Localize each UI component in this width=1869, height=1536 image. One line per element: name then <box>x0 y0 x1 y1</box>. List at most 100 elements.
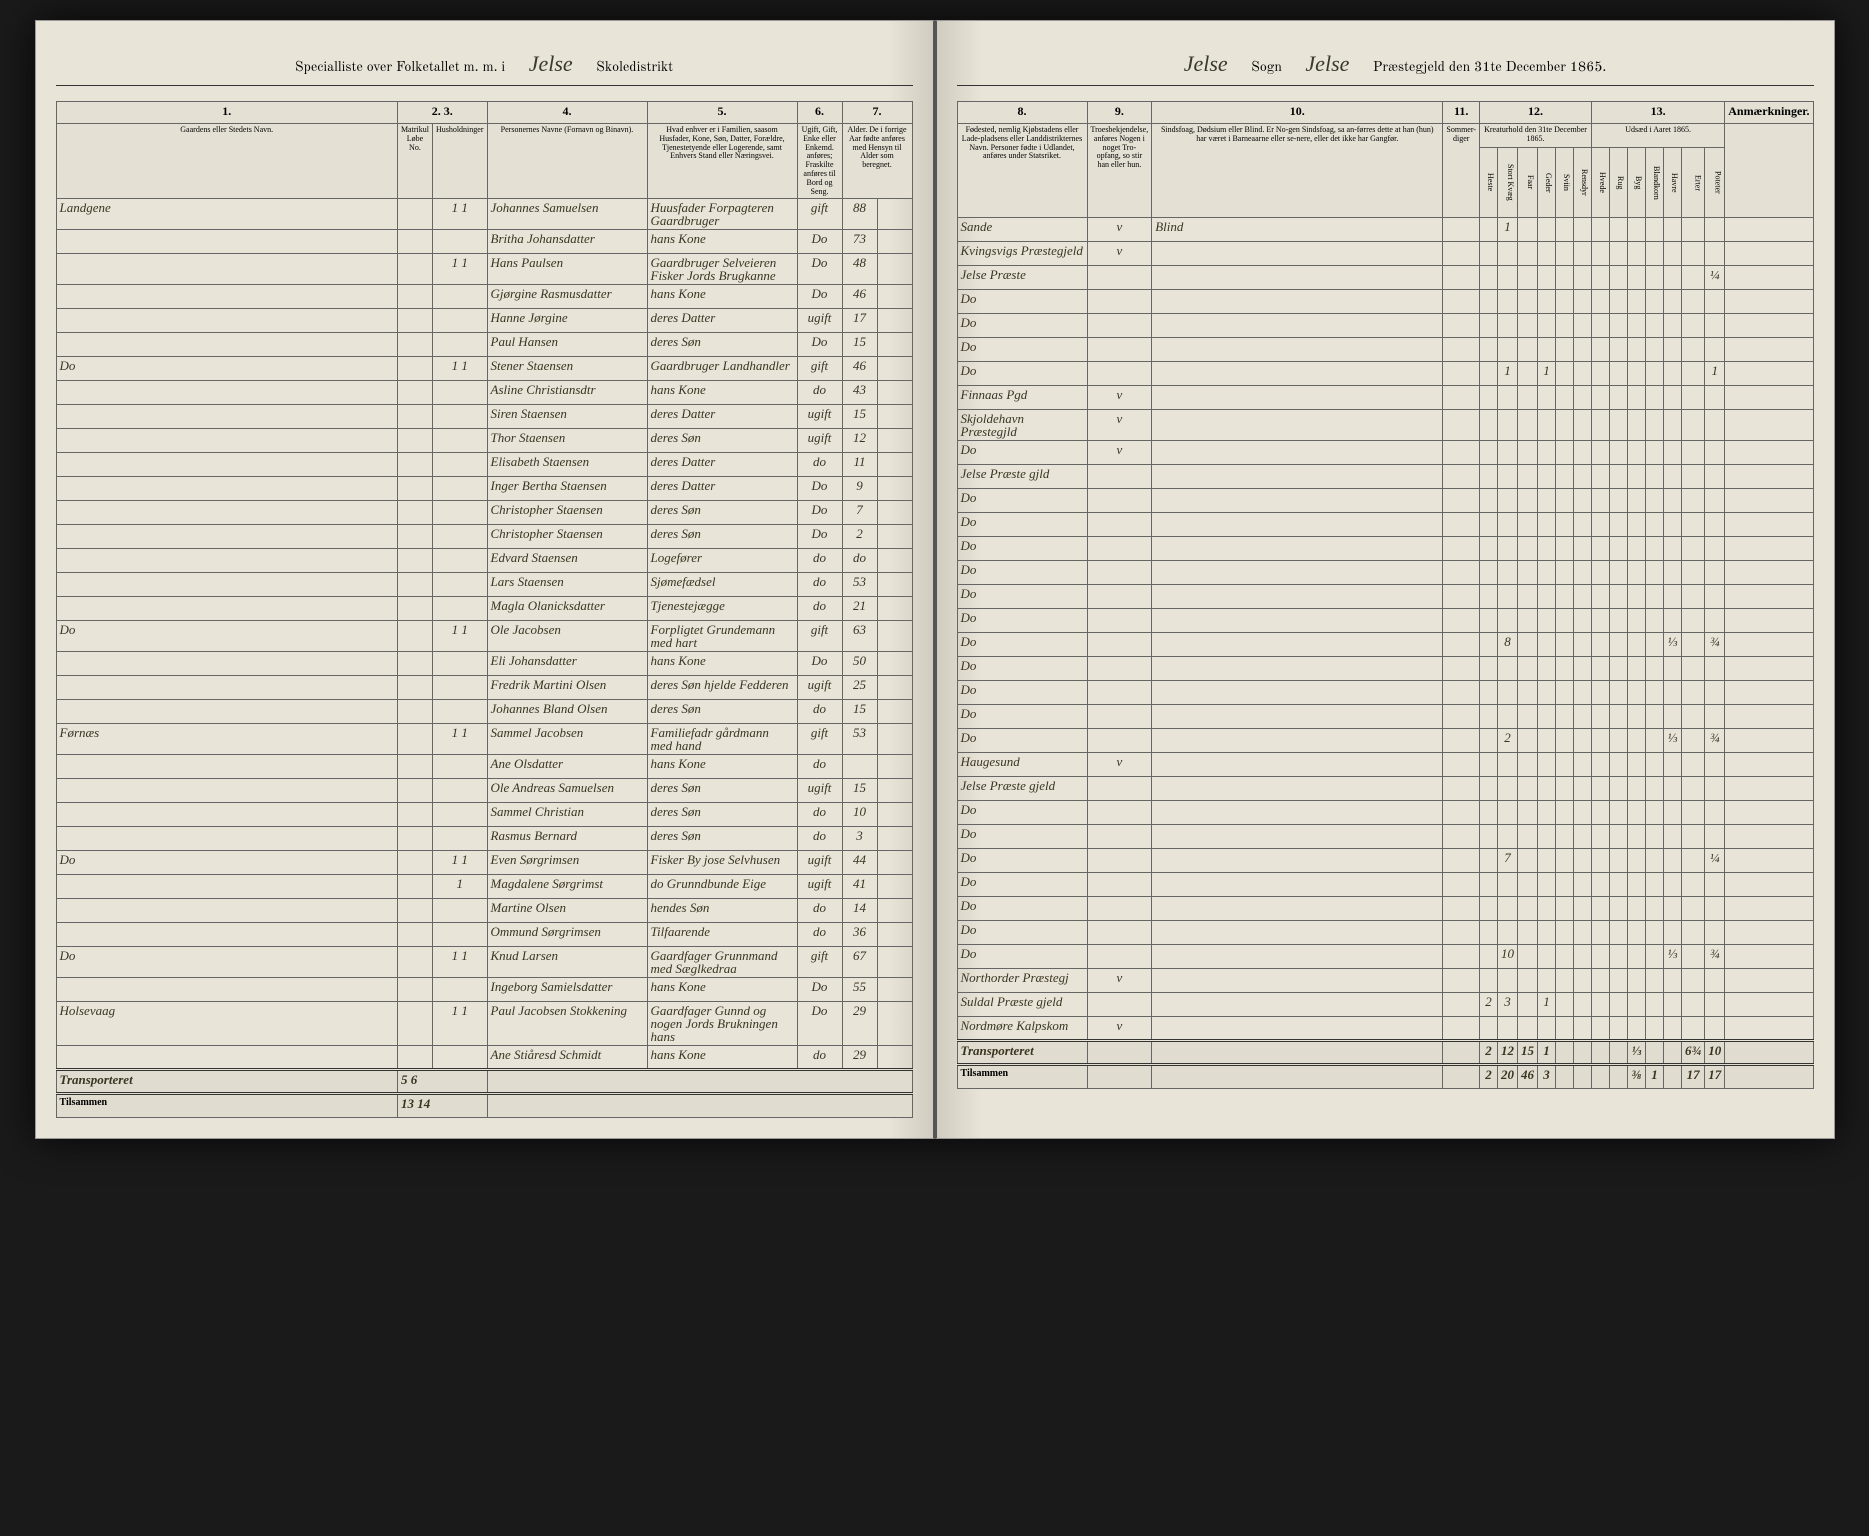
livestock-cell <box>1538 609 1556 633</box>
seed-cell <box>1610 825 1628 849</box>
remark-cell <box>1725 633 1813 657</box>
status-cell: do <box>797 573 842 597</box>
infirm-cell <box>1152 705 1443 729</box>
role-cell: Gaardfager Grunnmand med Sæglkedraa <box>647 947 797 978</box>
livestock-cell: 2 <box>1480 993 1498 1017</box>
seed-cell <box>1592 489 1610 513</box>
faith-cell: v <box>1087 410 1152 441</box>
birthplace-cell: Nordmøre Kalpskom <box>957 1017 1087 1041</box>
age-f <box>877 230 912 254</box>
seed-cell <box>1682 386 1705 410</box>
faith-cell <box>1087 657 1152 681</box>
seed-cell <box>1705 1017 1725 1041</box>
livestock-cell <box>1538 681 1556 705</box>
infirm-cell <box>1152 945 1443 969</box>
table-row: Førnæs1 1Sammel JacobsenFamiliefadr gård… <box>56 724 912 755</box>
infirm-cell <box>1152 513 1443 537</box>
status-cell: Do <box>797 254 842 285</box>
matr-cell <box>397 875 432 899</box>
matr-cell <box>397 405 432 429</box>
seed-cell <box>1592 362 1610 386</box>
seed-cell <box>1646 801 1664 825</box>
age-m: 50 <box>842 652 877 676</box>
seed-cell <box>1628 849 1646 873</box>
person-name: Lars Staensen <box>487 573 647 597</box>
status-cell: ugift <box>797 851 842 875</box>
household-cell <box>432 755 487 779</box>
table-row: Ole Andreas Samuelsenderes Sønugift15 <box>56 779 912 803</box>
household-cell: 1 1 <box>432 254 487 285</box>
footer-seed <box>1664 1065 1682 1089</box>
faith-cell <box>1087 825 1152 849</box>
seed-cell <box>1682 314 1705 338</box>
status-cell: Do <box>797 978 842 1002</box>
place-cell: Do <box>56 851 397 875</box>
person-name: Thor Staensen <box>487 429 647 453</box>
seed-cell <box>1705 585 1725 609</box>
place-cell <box>56 405 397 429</box>
seed-cell <box>1610 921 1628 945</box>
table-row: Kvingsvigs Præstegjeldv <box>957 242 1813 266</box>
status-cell: do <box>797 700 842 724</box>
seed-cell <box>1664 657 1682 681</box>
infirm-cell <box>1152 681 1443 705</box>
livestock-cell <box>1538 873 1556 897</box>
col-6-num: 6. <box>797 102 842 124</box>
livestock-cell <box>1538 945 1556 969</box>
matr-cell <box>397 724 432 755</box>
status-cell: gift <box>797 621 842 652</box>
remark-cell <box>1725 242 1813 266</box>
seed-cell <box>1628 609 1646 633</box>
footer-seed <box>1592 1065 1610 1089</box>
birthplace-cell: Do <box>957 362 1087 386</box>
status-cell: Do <box>797 477 842 501</box>
footer-livestock <box>1574 1041 1592 1065</box>
livestock-cell <box>1518 921 1538 945</box>
table-row: Edvard StaensenLogeførerdodo <box>56 549 912 573</box>
footer-seed <box>1610 1065 1628 1089</box>
seed-cell <box>1682 873 1705 897</box>
col-12-num: 12. <box>1480 102 1592 124</box>
household-cell <box>432 1046 487 1070</box>
livestock-cell <box>1538 969 1556 993</box>
seed-cell <box>1664 993 1682 1017</box>
age-m: 67 <box>842 947 877 978</box>
seed-cell <box>1610 1017 1628 1041</box>
faith-cell <box>1087 921 1152 945</box>
seed-cell <box>1610 801 1628 825</box>
household-cell <box>432 285 487 309</box>
livestock-cell <box>1538 410 1556 441</box>
table-row: Ane Stiåresd Schmidthans Konedo29 <box>56 1046 912 1070</box>
birthplace-cell: Sande <box>957 218 1087 242</box>
seed-cell <box>1628 489 1646 513</box>
seed-cell <box>1664 561 1682 585</box>
seed-cell <box>1664 609 1682 633</box>
seed-cell <box>1646 705 1664 729</box>
livestock-cell <box>1538 921 1556 945</box>
livestock-cell <box>1574 801 1592 825</box>
seed-cell <box>1664 266 1682 290</box>
seed-cell <box>1628 410 1646 441</box>
household-cell <box>432 429 487 453</box>
livestock-cell <box>1538 441 1556 465</box>
place-cell <box>56 597 397 621</box>
livestock-cell <box>1480 777 1498 801</box>
seed-cell <box>1664 441 1682 465</box>
seed-cell <box>1610 362 1628 386</box>
household-cell: 1 1 <box>432 621 487 652</box>
remark-cell <box>1725 290 1813 314</box>
seed-cell <box>1646 633 1664 657</box>
faith-cell <box>1087 873 1152 897</box>
c11-cell <box>1443 801 1480 825</box>
age-f <box>877 827 912 851</box>
seed-cell <box>1705 921 1725 945</box>
livestock-cell <box>1518 386 1538 410</box>
seed-cell <box>1628 969 1646 993</box>
seed-cell <box>1646 897 1664 921</box>
table-row: Sammel Christianderes Søndo10 <box>56 803 912 827</box>
birthplace-cell: Do <box>957 705 1087 729</box>
status-cell: Do <box>797 285 842 309</box>
livestock-cell <box>1574 753 1592 777</box>
livestock-cell <box>1538 729 1556 753</box>
seed-cell <box>1592 561 1610 585</box>
